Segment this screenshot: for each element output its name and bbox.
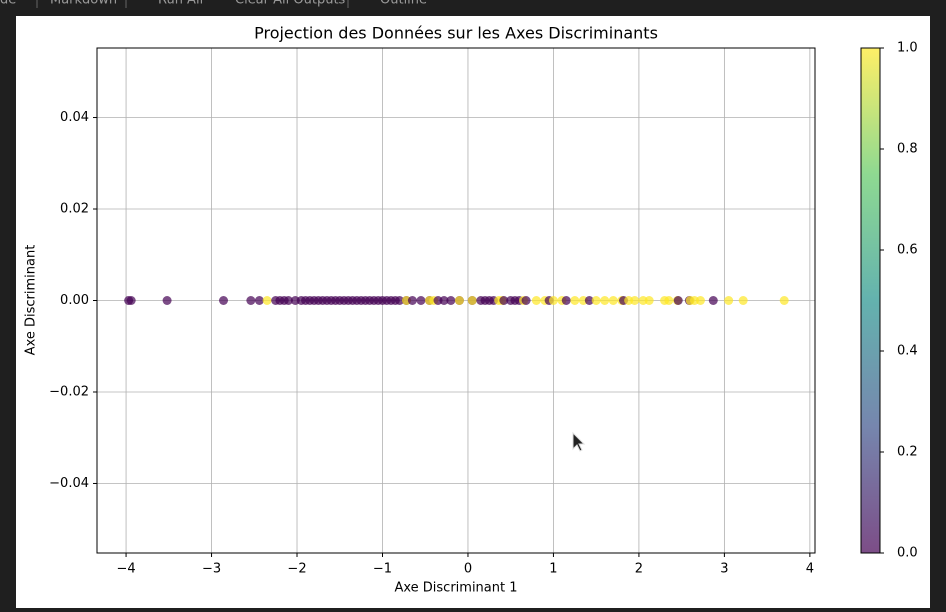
y-tick-label: 0.00 [60,293,89,308]
output-panel [16,16,930,608]
scatter-point [395,296,405,305]
scatter-point [126,296,136,305]
chart-title: Projection des Données sur les Axes Disc… [254,24,658,43]
scatter-point [416,296,426,305]
scatter-point [630,296,640,305]
colorbar [860,47,881,554]
colorbar-tick-label: 0.6 [897,243,918,258]
scatter-point [246,296,256,305]
x-tick-label: 3 [720,562,728,577]
toolbar-item[interactable]: Outline [380,0,427,8]
scatter-point [738,296,748,305]
x-tick-label: −3 [202,562,221,577]
colorbar-tick-label: 0.2 [897,445,918,460]
colorbar-tick-label: 1.0 [897,41,918,56]
y-tick-label: −0.02 [49,384,89,399]
x-axis-label: Axe Discriminant 1 [394,581,517,596]
scatter-point [548,296,558,305]
toolbar-item[interactable]: Clear All Outputs [235,0,346,8]
scatter-point [561,296,571,305]
scatter-point [608,296,618,305]
mouse-cursor [572,431,586,452]
toolbar-item[interactable]: ··· [440,0,452,8]
scatter-point [467,296,477,305]
scatter-point [283,296,293,305]
scatter-point [254,296,264,305]
scatter-point [600,296,610,305]
y-tick-label: −0.04 [49,476,89,491]
x-tick-label: 1 [549,562,557,577]
scatter-point [262,296,272,305]
axes-frame [96,47,816,554]
scatter-point [219,296,229,305]
scatter-point [779,296,789,305]
scatter-point [446,296,456,305]
y-tick-label: 0.02 [60,202,89,217]
toolbar: de Markdown Run All Clear All Outputs Ou… [0,0,452,8]
x-tick-label: 2 [635,562,643,577]
scatter-point [531,296,541,305]
scatter-point [454,296,464,305]
x-tick-label: −4 [116,562,135,577]
scatter-point [570,296,580,305]
colorbar-tick-label: 0.0 [897,546,918,561]
toolbar-item[interactable]: de [0,0,16,8]
scatter-point [708,296,718,305]
scatter-point [584,296,594,305]
toolbar-item[interactable]: Markdown [50,0,117,8]
y-tick-label: 0.04 [60,110,89,125]
scatter-point [407,296,417,305]
scatter-point [591,296,601,305]
scatter-point [673,296,683,305]
scatter-point [695,296,705,305]
scatter-point [521,296,531,305]
scatter-point [439,296,449,305]
scatter-point [499,296,509,305]
colorbar-tick-label: 0.4 [897,344,918,359]
x-tick-label: 4 [806,562,814,577]
scatter-point [644,296,654,305]
toolbar-item[interactable]: Run All [158,0,203,8]
colorbar-tick-label: 0.8 [897,142,918,157]
x-tick-label: −1 [373,562,392,577]
scatter-point [724,296,734,305]
scatter-point [162,296,172,305]
x-tick-label: 0 [464,562,472,577]
y-axis-label: Axe Discriminant [24,245,39,356]
scatter-point [664,296,674,305]
x-tick-label: −2 [287,562,306,577]
chart: Projection des Données sur les Axes Disc… [24,24,918,596]
